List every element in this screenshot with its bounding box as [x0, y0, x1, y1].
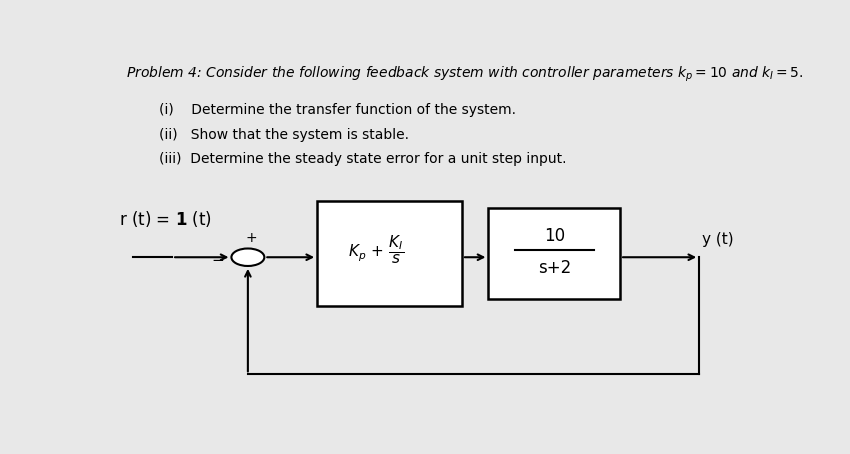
Bar [317, 201, 462, 306]
Text: (ii)   Show that the system is stable.: (ii) Show that the system is stable. [159, 128, 409, 142]
Bar [488, 208, 620, 299]
Text: +: + [246, 231, 257, 245]
Text: 10: 10 [544, 227, 564, 245]
Text: Problem 4: Consider the following feedback system with controller parameters $k_: Problem 4: Consider the following feedba… [126, 65, 804, 84]
Text: (iii)  Determine the steady state error for a unit step input.: (iii) Determine the steady state error f… [159, 153, 566, 166]
Circle shape [231, 248, 264, 266]
Text: −: − [212, 253, 224, 268]
Text: s+2: s+2 [537, 259, 571, 277]
Text: y (t): y (t) [702, 232, 734, 247]
Text: (i)    Determine the transfer function of the system.: (i) Determine the transfer function of t… [159, 104, 516, 118]
Text: $K_p\,+\,\dfrac{K_I}{s}$: $K_p\,+\,\dfrac{K_I}{s}$ [348, 234, 405, 266]
Text: r (t) = $\mathbf{1}$ (t): r (t) = $\mathbf{1}$ (t) [119, 209, 212, 229]
